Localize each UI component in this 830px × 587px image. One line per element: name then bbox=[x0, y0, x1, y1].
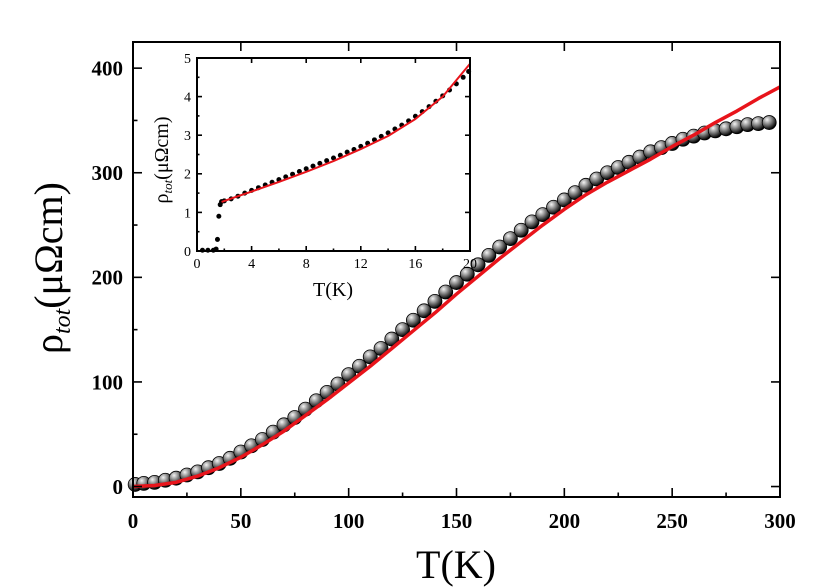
main-y-axis-title: ρtot(μΩcm) bbox=[26, 182, 76, 354]
inset-x-tick-label: 0 bbox=[194, 257, 201, 272]
inset-y-axis-symbol: ρ bbox=[151, 194, 173, 204]
main-data-point bbox=[535, 207, 551, 222]
main-y-axis-subscript: tot bbox=[50, 307, 76, 334]
inset-x-tick-label: 4 bbox=[248, 257, 255, 272]
main-data-point bbox=[427, 293, 443, 309]
main-data-point bbox=[567, 185, 583, 201]
main-data-point bbox=[524, 214, 540, 230]
inset-data-point bbox=[214, 236, 220, 242]
main-data-point bbox=[449, 275, 464, 290]
main-x-tick-label: 200 bbox=[549, 509, 581, 533]
main-data-point bbox=[556, 192, 572, 208]
main-data-point bbox=[470, 257, 486, 273]
main-data-point bbox=[416, 303, 432, 319]
inset-y-tick-label: 0 bbox=[184, 245, 191, 260]
main-data-point bbox=[481, 247, 497, 263]
main-x-tick-label: 150 bbox=[441, 509, 473, 533]
main-data-point bbox=[384, 331, 400, 347]
inset-data-point bbox=[216, 213, 222, 219]
inset-y-axis-subscript: tot bbox=[160, 179, 175, 193]
main-y-tick-label: 0 bbox=[113, 475, 124, 499]
main-x-tick-label: 0 bbox=[128, 509, 139, 533]
inset-x-tick-label: 16 bbox=[408, 257, 422, 272]
main-data-point bbox=[503, 231, 518, 247]
main-data-point bbox=[546, 199, 561, 215]
inset-x-tick-label: 20 bbox=[463, 257, 477, 272]
main-x-tick-label: 50 bbox=[230, 509, 251, 533]
inset-y-tick-label: 5 bbox=[184, 52, 191, 67]
main-y-axis-unit: (μΩcm) bbox=[26, 182, 71, 309]
inset-x-axis-title: T(K) bbox=[313, 279, 353, 301]
main-y-tick-label: 300 bbox=[92, 161, 124, 185]
main-data-point bbox=[513, 222, 529, 238]
main-data-point bbox=[761, 115, 777, 130]
inset-x-tick-label: 12 bbox=[354, 257, 368, 272]
main-y-tick-label: 100 bbox=[92, 370, 124, 394]
main-data-point bbox=[459, 266, 475, 282]
main-data-point bbox=[395, 322, 410, 338]
inset-x-tick-label: 8 bbox=[303, 257, 310, 272]
inset-background bbox=[197, 58, 470, 251]
main-x-axis-title: T(K) bbox=[416, 542, 496, 587]
inset-fit-line bbox=[221, 63, 471, 203]
main-fit-line bbox=[132, 85, 781, 489]
main-data-point bbox=[438, 284, 454, 300]
inset-data-point bbox=[460, 74, 466, 80]
main-plot-marks bbox=[127, 85, 781, 492]
main-data-point bbox=[492, 239, 508, 255]
main-x-tick-label: 250 bbox=[656, 509, 688, 533]
main-data-point bbox=[362, 349, 378, 365]
inset-y-tick-label: 4 bbox=[184, 91, 191, 106]
inset-y-tick-label: 1 bbox=[184, 206, 191, 221]
main-y-tick-label: 200 bbox=[92, 266, 124, 290]
inset-y-tick-label: 2 bbox=[184, 168, 191, 183]
main-y-axis-symbol: ρ bbox=[26, 334, 71, 354]
main-x-tick-label: 300 bbox=[764, 509, 796, 533]
main-y-tick-label: 400 bbox=[92, 56, 124, 80]
inset-y-tick-label: 3 bbox=[184, 129, 191, 144]
main-data-point bbox=[405, 312, 421, 328]
main-x-tick-label: 100 bbox=[333, 509, 365, 533]
inset-y-axis-title: ρtot(μΩcm) bbox=[151, 116, 175, 203]
inset-y-axis-unit: (μΩcm) bbox=[151, 116, 173, 179]
